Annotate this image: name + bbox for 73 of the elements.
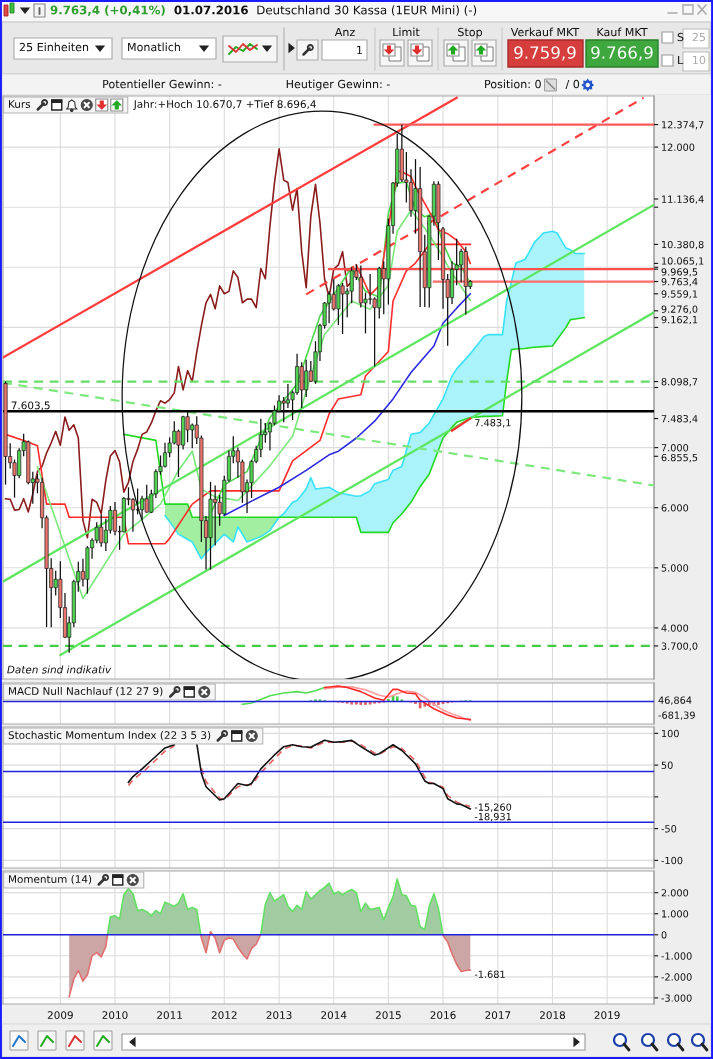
y2-tick-label: 8.098,7 xyxy=(661,378,698,387)
y-tick-label: 2.000 xyxy=(661,889,689,897)
y2-tick-label: 12.374,7 xyxy=(662,121,704,130)
text: 10 xyxy=(693,55,706,65)
text: Deutschland 30 Kassa (1EUR Mini) (-) xyxy=(257,5,477,16)
text: Heutiger Gewinn: - xyxy=(286,79,390,91)
text: 9.759,9 xyxy=(514,46,576,61)
chart-title: MACD Null Nachlauf (12 27 9) xyxy=(9,686,163,697)
text: 25 xyxy=(692,32,706,42)
y-tick-label: -100 xyxy=(661,856,683,865)
y2-tick-label: 9.276,0 xyxy=(661,305,698,314)
chart-title: Momentum (14) xyxy=(9,874,92,885)
y2-tick-label: 9.162,1 xyxy=(661,315,698,325)
text: Kauf MKT xyxy=(597,27,648,37)
text: / 0 xyxy=(565,79,580,90)
y-tick-label: 5.000 xyxy=(661,564,689,572)
text: Verkauf MKT xyxy=(510,27,580,37)
x-tick-label: 2009 xyxy=(47,1011,73,1020)
text: 9.766,9 xyxy=(591,46,653,61)
text: Stop xyxy=(458,27,483,39)
data-label: -1.681 xyxy=(474,970,505,978)
x-tick-label: 2019 xyxy=(594,1011,620,1020)
y-tick-label: 1.000 xyxy=(662,910,689,918)
x-tick-label: 2011 xyxy=(157,1011,182,1020)
data-label: -18,931 xyxy=(474,812,511,822)
y2-tick-label: 3.700,0 xyxy=(661,642,698,651)
x-tick-label: 2016 xyxy=(430,1011,456,1020)
y2-tick-label: 7.483,4 xyxy=(661,415,698,424)
y2-tick-label: 10.065,1 xyxy=(662,257,704,266)
text: Potentieller Gewinn: - xyxy=(103,79,222,89)
y-tick-label: 4.000 xyxy=(661,624,689,632)
ref-line-label: 7.603,5 xyxy=(11,401,50,411)
text: Limit xyxy=(393,27,420,37)
text: S xyxy=(677,32,684,42)
y-tick-label: -2.000 xyxy=(661,973,692,981)
text: 1 xyxy=(357,45,362,55)
x-tick-label: 2010 xyxy=(102,1011,128,1020)
x-tick-label: 2015 xyxy=(375,1011,401,1020)
y-tick-label: 12.000 xyxy=(662,143,695,151)
text: 46,864 xyxy=(658,696,692,705)
text: 01.07.2016 xyxy=(174,5,248,15)
y-tick-label: -3.000 xyxy=(661,994,692,1002)
text: Position: 0 xyxy=(485,79,541,89)
y-tick-label: 0 xyxy=(661,931,667,939)
text: L xyxy=(678,55,684,65)
x-tick-label: 2017 xyxy=(485,1011,511,1020)
y-tick-label: 6.000 xyxy=(661,504,689,512)
data-label: 7.483,1 xyxy=(475,419,511,428)
y2-tick-label: 9.559,1 xyxy=(661,290,698,299)
x-tick-label: 2013 xyxy=(266,1011,292,1020)
x-tick-label: 2018 xyxy=(540,1011,566,1020)
chart-subtitle: Jahr:+Hoch 10.670,7 +Tief 8.696,4 xyxy=(133,99,316,110)
y-tick-label: 50 xyxy=(661,761,673,769)
y2-tick-label: 6.855,5 xyxy=(661,453,698,463)
y-tick-label: 100 xyxy=(662,729,679,738)
y2-tick-label: 10.380,8 xyxy=(662,240,704,250)
y2-tick-label: 9.969,5 xyxy=(661,268,698,277)
y2-tick-label: 9.763,4 xyxy=(661,277,698,287)
text: Anz xyxy=(334,27,355,37)
chart-title: Stochastic Momentum Index (22 3 5 3) xyxy=(8,730,211,741)
chart-title: Kurs xyxy=(9,100,31,109)
y-tick-label: -1.000 xyxy=(661,952,692,960)
text: 25 Einheiten xyxy=(19,42,89,52)
text: Monatlich xyxy=(128,42,180,52)
x-tick-label: 2014 xyxy=(321,1011,347,1020)
y-tick-label: 7.000 xyxy=(661,444,689,452)
text: -681,39 xyxy=(658,711,695,720)
text: 9.763,4 (+0,41%) xyxy=(50,5,165,16)
data-label: -15,260 xyxy=(474,803,512,812)
x-tick-label: 2012 xyxy=(211,1011,237,1020)
y2-tick-label: 11.136,4 xyxy=(662,195,704,204)
y-tick-label: -50 xyxy=(661,825,677,833)
annotation: Daten sind indikativ xyxy=(7,665,112,674)
